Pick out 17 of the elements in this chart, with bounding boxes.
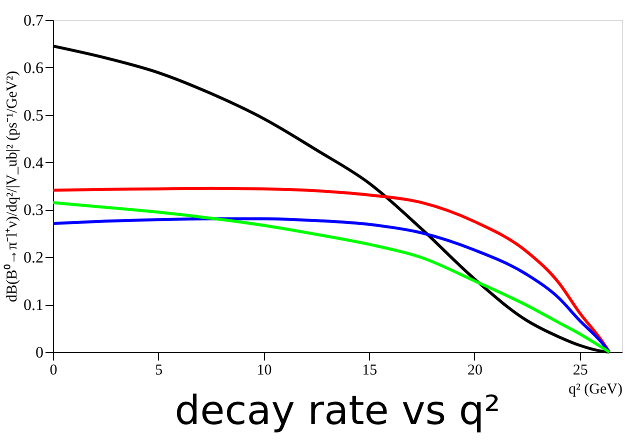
x-tick-label: 10	[256, 362, 272, 378]
x-tick-label: 0	[50, 362, 58, 378]
y-tick-label: 0	[36, 344, 44, 362]
y-tick-label: 0.3	[24, 202, 44, 220]
y-tick-label: 0.4	[24, 154, 44, 172]
text: decay rate vs q²	[174, 388, 500, 434]
y-tick-label: 0.2	[24, 250, 44, 267]
x-axis-title: q² (GeV)	[568, 382, 622, 398]
y-tick-label: 0.6	[24, 60, 44, 77]
y-tick-label: 0.1	[24, 297, 44, 314]
x-tick-label: 25	[572, 362, 588, 378]
x-tick-label: 5	[155, 362, 163, 378]
x-tick-label: 15	[362, 362, 378, 378]
y-axis-title: dB(B⁰→π⁻l⁺ν)/dq²/|V_ub|² (ps⁻¹/GeV²)	[4, 70, 20, 302]
x-tick-label: 20	[467, 362, 482, 378]
y-tick-label: 0.5	[24, 107, 44, 124]
y-tick-label: 0.7	[24, 12, 44, 30]
